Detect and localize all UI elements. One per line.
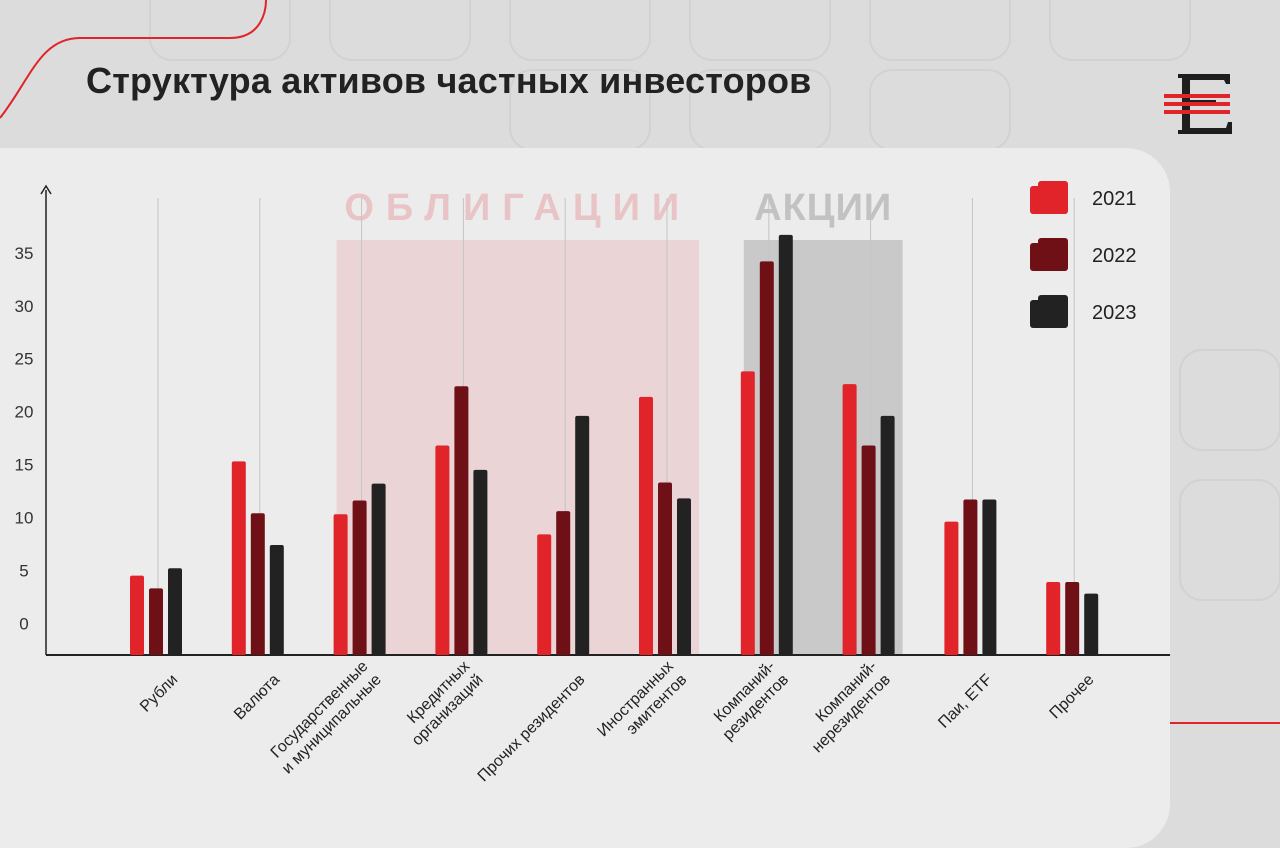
- legend-swatch-2023: [1030, 295, 1068, 328]
- legend-swatch-2022: [1030, 238, 1068, 271]
- y-axis-arrow-icon: [40, 184, 52, 195]
- x-tick-label: Прочее: [1047, 671, 1098, 722]
- bar-2021: [944, 521, 959, 655]
- bar-2022: [759, 261, 774, 655]
- bar-2023: [473, 469, 488, 655]
- x-tick-label: Валюта: [231, 671, 283, 723]
- x-tick-label: Компаний-резидентов: [706, 658, 792, 744]
- legend-label-2021: 2021: [1092, 188, 1137, 210]
- bar-2022: [250, 513, 265, 655]
- bar-2022: [352, 500, 367, 655]
- y-tick-label: 10: [15, 508, 34, 527]
- y-tick-label: 25: [15, 350, 34, 369]
- legend-label-2023: 2023: [1092, 302, 1137, 324]
- x-tick-label: Прочих резидентов: [475, 671, 589, 785]
- x-tick-label: Паи, ETF: [935, 671, 996, 732]
- legend-swatch-2021: [1030, 181, 1068, 214]
- legend-label-2022: 2022: [1092, 245, 1137, 267]
- accent-line: [1170, 722, 1280, 724]
- bar-2022: [963, 499, 978, 655]
- bar-2022: [454, 386, 469, 655]
- x-tick-label: Компаний-нерезидентов: [796, 658, 894, 756]
- bar-2023: [168, 568, 182, 655]
- bar-2021: [639, 396, 653, 655]
- x-tick-label: Кредитныхорганизаций: [395, 658, 486, 749]
- bar-2022: [149, 588, 163, 655]
- e-logo-icon: [1164, 74, 1232, 134]
- y-tick-label: 30: [15, 297, 34, 316]
- bar-2023: [880, 415, 895, 655]
- bar-2022: [658, 482, 672, 655]
- group-label: АКЦИИ: [754, 187, 892, 229]
- y-tick-label: 0: [19, 614, 28, 633]
- bar-2021: [130, 575, 144, 655]
- bar-2021: [435, 445, 450, 655]
- bar-2023: [677, 498, 691, 655]
- bar-2023: [778, 234, 793, 655]
- bar-2023: [982, 499, 997, 655]
- group-label: ОБЛИГАЦИИ: [344, 187, 691, 229]
- bar-2023: [371, 483, 386, 655]
- y-tick-label: 35: [15, 244, 34, 263]
- legend-item-2021: 2021: [1028, 181, 1168, 222]
- bar-2022: [1065, 581, 1080, 655]
- y-tick-label: 5: [19, 561, 28, 580]
- x-tick-label: Государственныеи муниципальные: [265, 658, 385, 778]
- bar-2021: [842, 384, 857, 655]
- bar-2021: [1046, 581, 1061, 655]
- legend-item-2023: 2023: [1028, 295, 1168, 336]
- legend-item-2022: 2022: [1028, 238, 1168, 279]
- bar-2021: [231, 461, 246, 655]
- bar-2021: [740, 371, 755, 655]
- bar-2023: [269, 544, 284, 655]
- y-tick-label: 20: [15, 403, 34, 422]
- bar-2023: [1084, 593, 1099, 655]
- bar-2022: [861, 445, 876, 655]
- group-band: [336, 240, 699, 655]
- x-tick-label: Рубли: [137, 671, 181, 715]
- x-tick-label: Иностранныхэмитентов: [594, 658, 690, 754]
- bar-2022: [556, 511, 571, 655]
- y-tick-label: 15: [15, 456, 34, 475]
- bar-2021: [333, 514, 348, 655]
- page-title: Структура активов частных инвесторов: [86, 60, 812, 101]
- bar-2021: [537, 534, 552, 655]
- bar-2023: [575, 415, 590, 655]
